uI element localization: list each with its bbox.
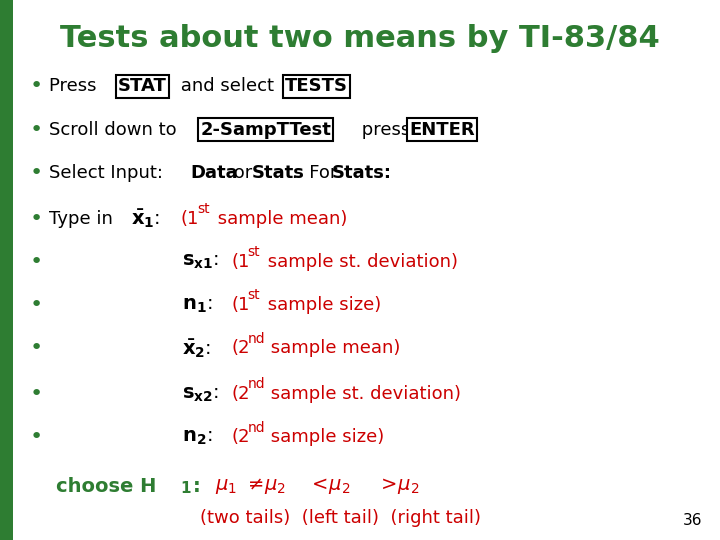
Text: •: • xyxy=(30,338,42,359)
Text: nd: nd xyxy=(248,332,265,346)
Text: and select: and select xyxy=(175,77,279,96)
Text: $\mathbf{n_1}$:: $\mathbf{n_1}$: xyxy=(182,295,212,315)
Text: •: • xyxy=(30,384,42,404)
Text: (2: (2 xyxy=(231,339,250,357)
Text: st: st xyxy=(248,288,261,302)
Text: $\mathbf{n_2}$:: $\mathbf{n_2}$: xyxy=(182,428,212,447)
Text: Stats: Stats xyxy=(252,164,305,182)
Text: sample mean): sample mean) xyxy=(265,339,400,357)
Text: $<\!\mu_2$: $<\!\mu_2$ xyxy=(308,476,351,496)
Text: nd: nd xyxy=(248,421,265,435)
Text: STAT: STAT xyxy=(118,77,167,96)
Text: (2: (2 xyxy=(231,385,250,403)
Bar xyxy=(0,0,13,540)
Text: 36: 36 xyxy=(683,513,702,528)
Text: $\mathbf{s_{x2}}$:: $\mathbf{s_{x2}}$: xyxy=(182,384,219,404)
Text: 1: 1 xyxy=(181,481,192,496)
Text: •: • xyxy=(30,208,42,229)
Text: Data: Data xyxy=(190,164,238,182)
Text: or: or xyxy=(228,164,258,182)
Text: Scroll down to: Scroll down to xyxy=(49,120,182,139)
Text: :: : xyxy=(193,476,201,496)
Text: nd: nd xyxy=(248,377,265,392)
Text: $\mathbf{\bar{x}_2}$:: $\mathbf{\bar{x}_2}$: xyxy=(182,337,211,360)
Text: Press: Press xyxy=(49,77,102,96)
Text: press: press xyxy=(356,120,410,139)
Text: •: • xyxy=(30,295,42,315)
Text: Stats:: Stats: xyxy=(332,164,392,182)
Text: $\mu_1\ \neq\!\mu_2$: $\mu_1\ \neq\!\mu_2$ xyxy=(215,476,285,496)
Text: .  For: . For xyxy=(292,164,343,182)
Text: •: • xyxy=(30,427,42,448)
Text: ENTER: ENTER xyxy=(409,120,474,139)
Text: Tests about two means by TI-83/84: Tests about two means by TI-83/84 xyxy=(60,24,660,53)
Text: •: • xyxy=(30,119,42,140)
Text: (1: (1 xyxy=(181,210,199,228)
Text: (two tails)  (left tail)  (right tail): (two tails) (left tail) (right tail) xyxy=(200,509,481,528)
Text: 2-SampTTest: 2-SampTTest xyxy=(200,120,331,139)
Text: $\mathbf{s_{x1}}$:: $\mathbf{s_{x1}}$: xyxy=(182,252,219,272)
Text: Select Input:: Select Input: xyxy=(49,164,168,182)
Text: $>\!\mu_2$: $>\!\mu_2$ xyxy=(377,476,419,496)
Text: (2: (2 xyxy=(231,428,250,447)
Text: $\mathbf{\bar{x}_1}$:: $\mathbf{\bar{x}_1}$: xyxy=(131,207,160,230)
Text: (1: (1 xyxy=(231,296,250,314)
Text: (1: (1 xyxy=(231,253,250,271)
Text: sample size): sample size) xyxy=(265,428,384,447)
Text: sample st. deviation): sample st. deviation) xyxy=(262,253,458,271)
Text: st: st xyxy=(197,202,210,216)
Text: sample st. deviation): sample st. deviation) xyxy=(265,385,461,403)
Text: Type in: Type in xyxy=(49,210,119,228)
Text: •: • xyxy=(30,252,42,272)
Text: sample size): sample size) xyxy=(262,296,382,314)
Text: •: • xyxy=(30,76,42,97)
Text: st: st xyxy=(248,245,261,259)
Text: choose H: choose H xyxy=(56,476,156,496)
Text: TESTS: TESTS xyxy=(285,77,348,96)
Text: sample mean): sample mean) xyxy=(212,210,347,228)
Text: •: • xyxy=(30,163,42,183)
